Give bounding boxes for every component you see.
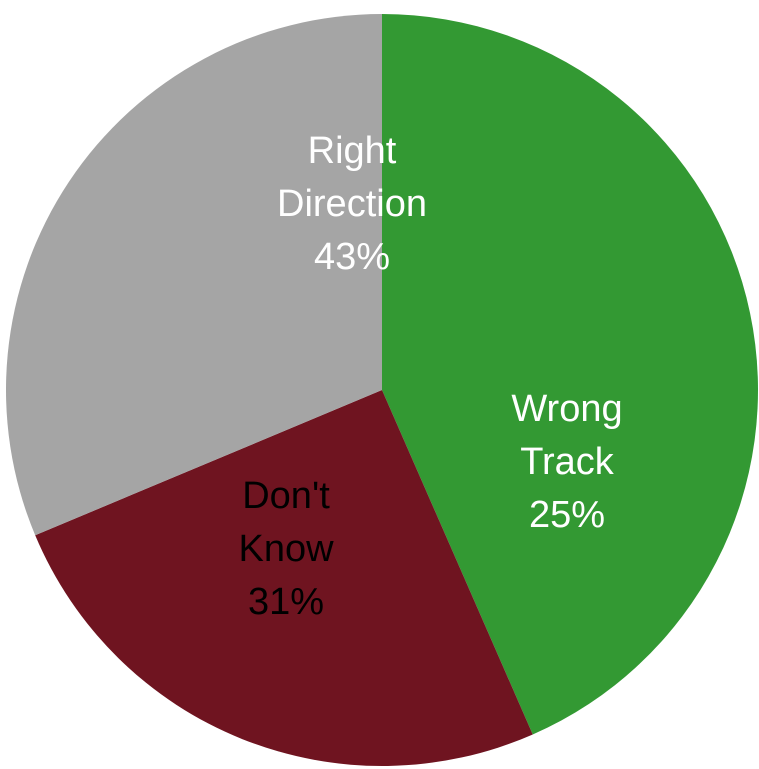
slice-label-right-direction: Right Direction 43% — [277, 130, 427, 278]
slice-label-don-t-know: Don't Know 31% — [238, 475, 334, 623]
slice-right-direction — [382, 14, 758, 735]
slice-label-line: Don't — [242, 475, 330, 517]
pie-slices — [5, 14, 758, 767]
slice-label-line: Right — [308, 130, 397, 172]
slice-label-line: 43% — [314, 236, 390, 278]
slice-don-t-know — [5, 14, 382, 536]
pie-labels: Right Direction 43% Wrong Track 25% Don't Know 3… — [238, 130, 622, 623]
slice-label-line: Wrong — [511, 388, 622, 430]
slice-label-wrong-track: Wrong Track 25% — [511, 388, 622, 536]
slice-label-line: 25% — [529, 494, 605, 536]
slice-label-line: Track — [520, 441, 615, 483]
slice-label-line: 31% — [248, 581, 324, 623]
slice-label-line: Know — [238, 528, 334, 570]
slice-label-line: Direction — [277, 183, 427, 225]
slice-wrong-track — [35, 390, 533, 767]
